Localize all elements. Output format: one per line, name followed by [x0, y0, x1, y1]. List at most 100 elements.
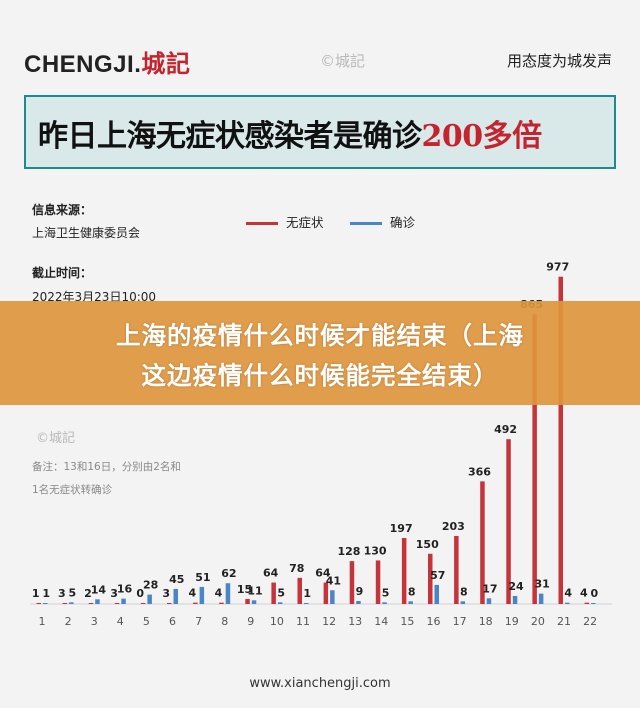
data-label-confirmed: 4 [564, 587, 572, 600]
bar-confirmed [304, 603, 309, 604]
bar-asymptomatic [375, 560, 381, 604]
data-label-asymptomatic: 203 [442, 520, 465, 533]
bar-asymptomatic [401, 538, 407, 604]
title-main: 昨日上海无症状感染者是确诊 [38, 119, 422, 154]
x-tick-label: 20 [531, 615, 545, 628]
watermark-top: ©城記 [320, 52, 366, 70]
bar-asymptomatic [297, 577, 302, 604]
bar-asymptomatic [506, 439, 511, 604]
data-label-confirmed: 1 [42, 587, 50, 600]
bar-asymptomatic [584, 602, 590, 604]
x-tick-label: 5 [143, 615, 150, 628]
x-tick-label: 13 [348, 615, 362, 628]
bar-confirmed [95, 599, 100, 604]
data-label-confirmed: 0 [591, 587, 599, 600]
data-label-asymptomatic: 977 [546, 261, 569, 274]
data-label-confirmed: 31 [534, 578, 549, 591]
footer-url: www.xianchengji.com [249, 676, 391, 691]
data-label-confirmed: 45 [169, 573, 184, 586]
x-tick-label: 21 [557, 615, 571, 628]
banner-line-1: 上海的疫情什么时候才能结束（上海 [116, 321, 524, 350]
legend-label-asymptomatic: 无症状 [286, 215, 324, 230]
data-label-asymptomatic: 15 [237, 583, 252, 596]
bar-confirmed [512, 595, 518, 604]
data-label-confirmed: 8 [460, 585, 468, 598]
bar-confirmed [199, 586, 205, 604]
legend-confirmed: 确诊 [350, 212, 415, 231]
data-label-confirmed: 17 [482, 582, 497, 595]
bar-asymptomatic [167, 602, 172, 604]
data-label-confirmed: 11 [247, 584, 262, 597]
bar-confirmed [173, 588, 178, 604]
source-label: 信息来源： [32, 203, 93, 217]
bar-confirmed [382, 602, 387, 604]
bar-confirmed [225, 583, 231, 604]
data-label-asymptomatic: 3 [58, 587, 66, 600]
bar-asymptomatic [245, 598, 250, 604]
data-label-confirmed: 9 [356, 585, 364, 598]
bar-confirmed [43, 603, 48, 604]
note-line-1: 备注：13和16日，分别由2名和 [32, 461, 181, 473]
data-label-asymptomatic: 492 [494, 423, 517, 436]
x-tick-label: 11 [296, 615, 310, 628]
bar-asymptomatic [323, 582, 329, 604]
data-label-asymptomatic: 3 [110, 587, 118, 600]
legend-asymptomatic: 无症状 [246, 212, 324, 231]
data-label-asymptomatic: 2 [84, 587, 92, 600]
bar-asymptomatic [349, 561, 355, 604]
data-label-asymptomatic: 128 [337, 545, 360, 558]
data-label-confirmed: 57 [430, 569, 445, 582]
data-label-asymptomatic: 4 [580, 587, 588, 600]
note-line-2: 1名无症状转确诊 [32, 484, 113, 496]
data-label-confirmed: 62 [221, 567, 236, 580]
data-label-confirmed: 14 [91, 583, 107, 596]
bar-asymptomatic [428, 553, 433, 604]
logo-en: CHENGJI. [24, 51, 142, 78]
x-tick-label: 15 [400, 615, 414, 628]
page-title: 昨日上海无症状感染者是确诊200多倍 [38, 111, 542, 155]
source-value: 上海卫生健康委员会 [32, 226, 141, 240]
x-tick-label: 10 [270, 615, 284, 628]
bar-confirmed [538, 593, 544, 604]
x-tick-label: 17 [453, 615, 467, 628]
x-tick-label: 1 [39, 615, 46, 628]
bar-confirmed [121, 598, 126, 604]
data-label-confirmed: 8 [408, 585, 416, 598]
data-label-asymptomatic: 1 [32, 587, 40, 600]
bar-confirmed [330, 590, 335, 604]
banner-line-2: 这边疫情什么时候能完全结束） [141, 361, 499, 390]
data-label-asymptomatic: 130 [364, 544, 387, 557]
x-tick-label: 8 [221, 615, 228, 628]
data-label-asymptomatic: 3 [162, 587, 170, 600]
bar-asymptomatic [62, 602, 68, 604]
data-label-confirmed: 5 [382, 586, 390, 599]
bar-asymptomatic [114, 602, 120, 604]
bar-confirmed [356, 600, 361, 604]
data-label-asymptomatic: 4 [189, 587, 197, 600]
x-tick-label: 22 [583, 615, 597, 628]
bar-asymptomatic [140, 603, 146, 604]
bar-confirmed [147, 594, 152, 604]
bar-confirmed [591, 603, 596, 604]
bar-asymptomatic [532, 314, 537, 604]
title-box: 昨日上海无症状感染者是确诊200多倍 [24, 95, 616, 169]
x-tick-label: 7 [195, 615, 202, 628]
x-tick-label: 3 [91, 615, 98, 628]
data-label-asymptomatic: 0 [136, 587, 144, 600]
x-tick-label: 19 [505, 615, 519, 628]
data-label-confirmed: 28 [143, 579, 158, 592]
data-label-confirmed: 16 [117, 583, 133, 596]
x-tick-label: 12 [322, 615, 336, 628]
data-label-asymptomatic: 366 [468, 465, 491, 478]
legend-swatch-asymptomatic [246, 222, 278, 225]
legend-label-confirmed: 确诊 [390, 215, 416, 230]
cutoff-value: 2022年3月23日10:00 [32, 290, 157, 304]
slogan: 用态度为城发声 [506, 52, 612, 70]
bar-asymptomatic [454, 535, 459, 604]
bar-confirmed [486, 598, 492, 604]
bar-asymptomatic [36, 603, 41, 604]
bar-asymptomatic [219, 602, 224, 604]
data-label-confirmed: 1 [303, 587, 311, 600]
data-label-asymptomatic: 64 [263, 567, 279, 580]
